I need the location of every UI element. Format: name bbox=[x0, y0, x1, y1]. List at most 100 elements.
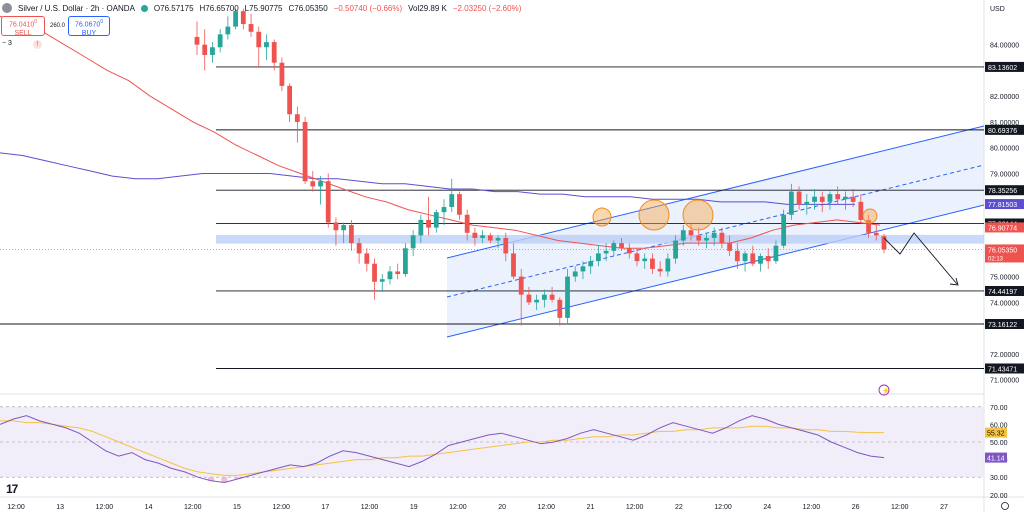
candle-body bbox=[680, 230, 686, 241]
candle-body bbox=[194, 36, 200, 45]
price-tick-label: 71.00000 bbox=[990, 378, 1019, 385]
candle-body bbox=[819, 196, 825, 202]
time-tick-label: 12:00 bbox=[96, 504, 114, 511]
time-tick-label: 14 bbox=[145, 504, 153, 511]
rsi-line bbox=[0, 415, 885, 484]
price-axis-countdown: 02:13 bbox=[988, 256, 1004, 262]
rsi-tick-label: 50.00 bbox=[990, 440, 1008, 447]
candle-body bbox=[781, 214, 787, 246]
price-axis-tag bbox=[985, 244, 1024, 263]
candle-body bbox=[873, 232, 879, 236]
candle-body bbox=[804, 201, 810, 205]
candle-body bbox=[271, 42, 277, 63]
buy-label: BUY bbox=[81, 30, 97, 38]
rsi-ma-tag bbox=[985, 427, 1007, 438]
candle-body bbox=[534, 299, 540, 303]
alert-lightning-icon bbox=[878, 384, 890, 396]
candle-body bbox=[572, 271, 578, 277]
candle-body bbox=[881, 236, 887, 250]
buy-button[interactable]: 76.06700 BUY bbox=[68, 16, 110, 38]
candle-body bbox=[596, 253, 601, 262]
candle-body bbox=[449, 194, 455, 208]
spread-value: 260.0 bbox=[50, 23, 66, 29]
time-tick-label: 15 bbox=[233, 504, 241, 511]
symbol-title[interactable]: Silver / U.S. Dollar · 2h · OANDA bbox=[18, 3, 135, 13]
alert-flag-icon[interactable]: ! bbox=[33, 40, 42, 49]
price-tick-label: 75.00000 bbox=[990, 275, 1019, 282]
candle-body bbox=[719, 232, 725, 244]
tradingview-logo-icon[interactable]: 17 bbox=[6, 482, 18, 496]
price-tick-label: 80.00000 bbox=[990, 146, 1019, 153]
pattern-highlight-circle bbox=[638, 199, 670, 231]
candle-body bbox=[611, 243, 617, 251]
candle-body bbox=[294, 114, 300, 122]
candle-body bbox=[348, 225, 354, 244]
candle-body bbox=[642, 258, 648, 262]
time-tick-label: 12:00 bbox=[449, 504, 467, 511]
candle-body bbox=[549, 294, 555, 300]
candle-body bbox=[333, 222, 339, 231]
volume-value: 29.89 K bbox=[419, 3, 447, 13]
candle-body bbox=[410, 235, 416, 249]
candle-body bbox=[256, 31, 262, 48]
time-tick-label: 17 bbox=[321, 504, 329, 511]
candle-body bbox=[580, 266, 586, 272]
candle-body bbox=[727, 243, 733, 251]
level-label-bg bbox=[985, 363, 1024, 374]
time-tick-label: 24 bbox=[763, 504, 771, 511]
candle-body bbox=[503, 237, 509, 254]
ma-fast-line bbox=[0, 15, 881, 249]
ohlc-close: C76.05350 bbox=[288, 3, 328, 13]
buy-price: 76.0670 bbox=[74, 21, 101, 29]
support-zone bbox=[216, 234, 984, 244]
candle-body bbox=[202, 44, 208, 55]
candle-body bbox=[843, 196, 848, 200]
ohlc-change: −0.50740 (−0.66%) bbox=[333, 3, 403, 13]
candle-body bbox=[240, 11, 246, 25]
candle-body bbox=[418, 219, 424, 236]
candle-body bbox=[835, 194, 841, 200]
candle-body bbox=[379, 279, 385, 282]
candle-body bbox=[866, 219, 871, 233]
time-tick-label: 22 bbox=[675, 504, 683, 511]
ohlc-high: H76.65700 bbox=[199, 3, 239, 13]
rsi-ma-line bbox=[0, 420, 884, 476]
candle-body bbox=[387, 271, 393, 280]
ohlc-open: O76.57175 bbox=[153, 3, 194, 13]
candle-body bbox=[750, 253, 756, 264]
rsi-tick-label: 20.00 bbox=[990, 493, 1008, 500]
time-tick-label: 19 bbox=[410, 504, 418, 511]
sell-price-sup: 0 bbox=[34, 19, 38, 25]
candle-body bbox=[650, 258, 655, 269]
candle-body bbox=[665, 258, 671, 272]
rsi-tick-label: 70.00 bbox=[990, 405, 1008, 412]
candle-body bbox=[603, 250, 609, 254]
level-label: 73.16122 bbox=[988, 322, 1017, 329]
candle-body bbox=[634, 253, 640, 262]
candle-body bbox=[318, 181, 323, 187]
ma-slow-line bbox=[0, 152, 855, 205]
candle-body bbox=[426, 219, 431, 228]
level-label-bg bbox=[985, 124, 1024, 135]
price-tick-label: 82.00000 bbox=[990, 94, 1019, 101]
time-tick-label: 12:00 bbox=[891, 504, 909, 511]
level-label: 74.44197 bbox=[988, 289, 1017, 296]
level-label-bg bbox=[985, 318, 1024, 329]
volume-label: Vol bbox=[408, 3, 420, 13]
rsi-ma-tag-label: 55.32 bbox=[987, 431, 1005, 438]
ohlc-low: L75.90775 bbox=[244, 3, 283, 13]
candle-body bbox=[557, 299, 563, 318]
quantity-stepper[interactable]: − 3 bbox=[2, 40, 12, 47]
price-tick-label: 84.00000 bbox=[990, 43, 1019, 50]
candle-body bbox=[541, 294, 547, 300]
price-tick-label: 72.00000 bbox=[990, 352, 1019, 359]
time-axis-settings-icon bbox=[1001, 502, 1009, 510]
rsi-value-tag-label: 41.14 bbox=[987, 456, 1005, 463]
candle-body bbox=[395, 271, 401, 275]
sell-button[interactable]: 76.04100 SELL bbox=[1, 16, 45, 37]
currency-label: USD bbox=[990, 6, 1005, 13]
channel-mid-line bbox=[446, 164, 985, 298]
chart-header: Silver / U.S. Dollar · 2h · OANDA O76.57… bbox=[0, 0, 521, 16]
